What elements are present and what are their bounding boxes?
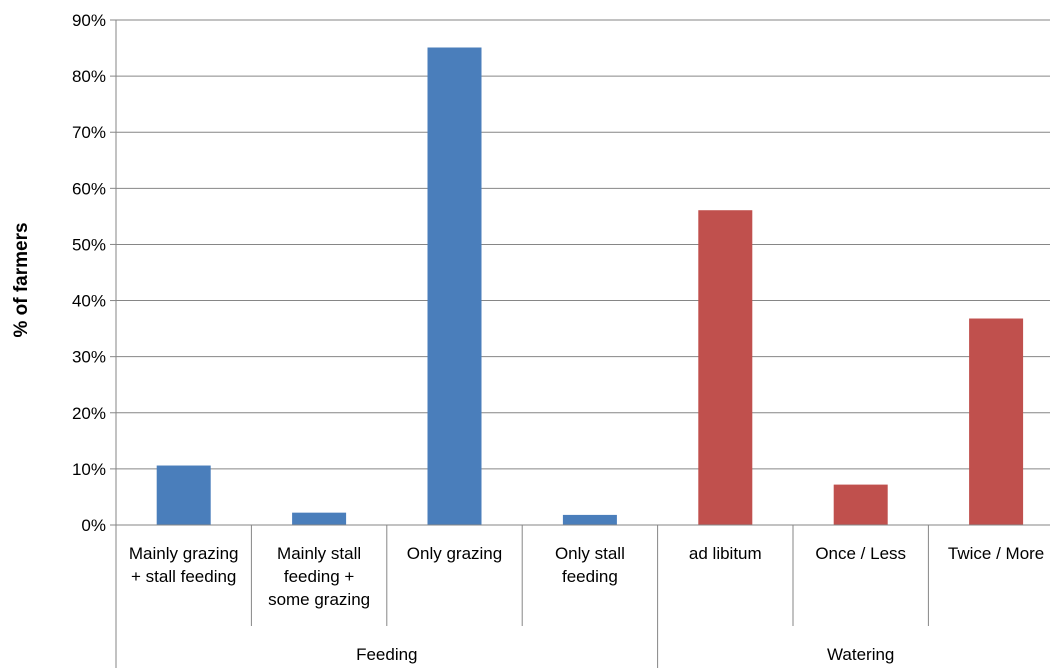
category-label: Mainly grazing + stall feeding <box>129 544 239 586</box>
bar <box>562 514 617 525</box>
bar <box>427 47 482 525</box>
y-tick-label: 80% <box>72 67 106 86</box>
bar <box>698 210 753 525</box>
y-tick-label: 90% <box>72 11 106 30</box>
y-tick-label: 70% <box>72 123 106 142</box>
group-label: Watering <box>827 645 894 664</box>
y-tick-label: 40% <box>72 292 106 311</box>
gridlines <box>116 19 1050 470</box>
category-label: Mainly stall feeding + some grazing <box>268 544 370 609</box>
group-labels: Feeding Watering <box>356 645 894 664</box>
category-label: Only stall feeding <box>555 544 625 586</box>
bar <box>156 465 211 525</box>
category-label: Once / Less <box>815 544 906 563</box>
category-label: Twice / More <box>948 544 1044 563</box>
y-tick-label: 10% <box>72 460 106 479</box>
y-tick-label: 20% <box>72 404 106 423</box>
bar <box>969 318 1024 525</box>
category-label: Only grazing <box>407 544 502 563</box>
y-tick-label: 60% <box>72 179 106 198</box>
category-labels: Mainly grazing + stall feeding Mainly stal… <box>129 544 1044 609</box>
group-label: Feeding <box>356 645 417 664</box>
bar <box>292 512 347 525</box>
bar <box>833 484 888 525</box>
bars <box>156 47 1024 525</box>
y-tick-label: 30% <box>72 348 106 367</box>
y-tick-label: 50% <box>72 235 106 254</box>
y-axis-title: % of farmers <box>11 222 32 337</box>
y-tick-labels: 0% 10% 20% 30% 40% 50% 60% 70% 80% 90% <box>72 11 106 535</box>
category-label: ad libitum <box>689 544 762 563</box>
y-tick-label: 0% <box>81 516 106 535</box>
axes <box>110 19 1050 668</box>
